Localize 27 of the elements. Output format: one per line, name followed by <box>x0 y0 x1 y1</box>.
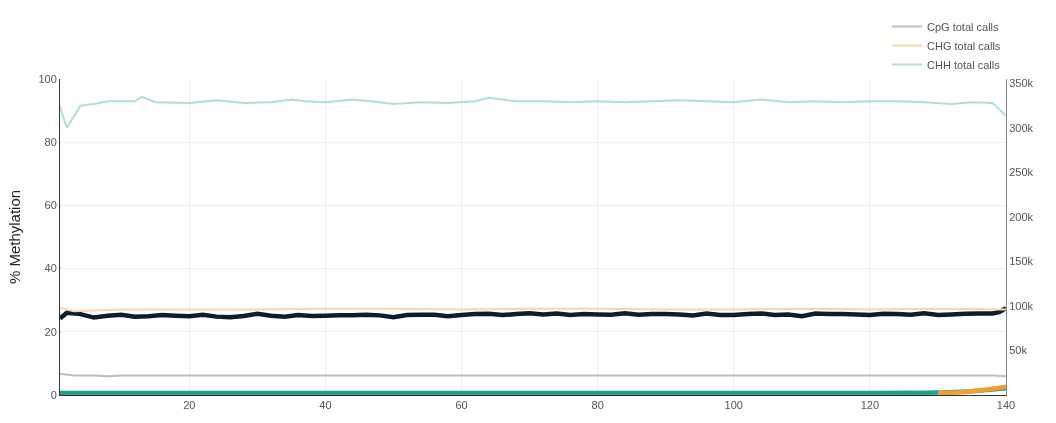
line-series <box>60 95 1006 129</box>
y2-tick-label: 150k <box>1009 255 1034 268</box>
y-tick-label: 40 <box>44 262 57 275</box>
y-tick-label: 20 <box>44 325 57 338</box>
x-tick-label: 60 <box>455 399 468 412</box>
y-tick-label: 100 <box>38 72 57 85</box>
y2-tick-label: 250k <box>1009 166 1034 179</box>
x-tick-label: 80 <box>591 399 604 412</box>
legend-label: CHH total calls <box>927 58 1001 71</box>
y-tick-label: 80 <box>44 136 57 149</box>
legend-label: CpG total calls <box>927 20 1000 33</box>
y-tick-label: 60 <box>44 199 57 212</box>
y-axis-title: % Methylation <box>6 189 23 285</box>
y2-tick-label: 200k <box>1009 210 1034 223</box>
line-series <box>935 384 1006 395</box>
line-series <box>60 305 1006 321</box>
y2-tick-label: 350k <box>1009 77 1034 90</box>
y2-tick-label: 100k <box>1009 299 1034 312</box>
x-tick-label: 20 <box>183 399 196 412</box>
x-tick-label: 40 <box>319 399 332 412</box>
y2-tick-label: 50k <box>1009 344 1028 357</box>
legend-label: CHG total calls <box>927 39 1001 52</box>
y2-tick-label: 300k <box>1009 121 1034 134</box>
x-tick-label: 140 <box>996 399 1016 412</box>
x-tick-label: 100 <box>724 399 743 412</box>
y-tick-label: 0 <box>50 388 57 401</box>
x-tick-label: 120 <box>860 399 880 412</box>
